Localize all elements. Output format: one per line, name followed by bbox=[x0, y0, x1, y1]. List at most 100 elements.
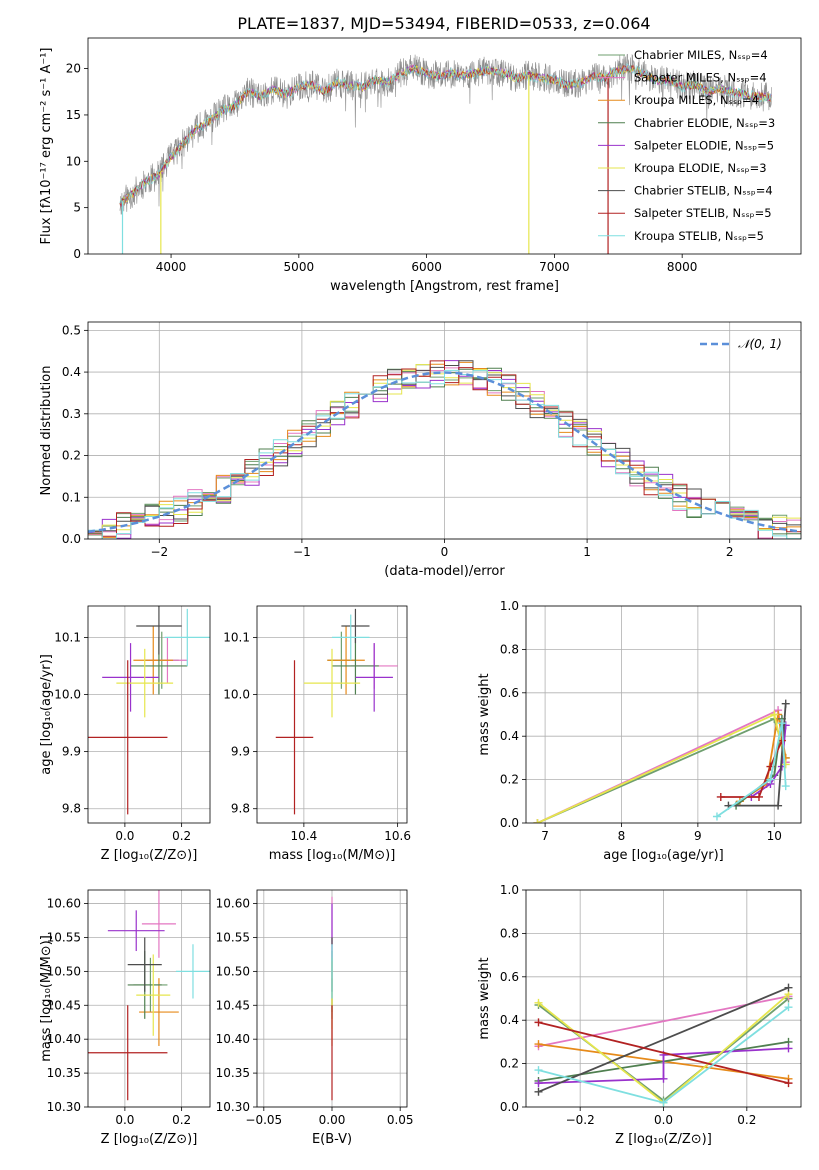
y-tick-label: 10.45 bbox=[47, 998, 81, 1012]
x-tick-label: −0.2 bbox=[566, 1113, 595, 1127]
figure-title: PLATE=1837, MJD=53494, FIBERID=0533, z=0… bbox=[237, 14, 650, 33]
weight-marker bbox=[716, 792, 725, 801]
x-tick-label: 10.6 bbox=[384, 829, 411, 843]
y-tick-label: 15 bbox=[66, 108, 81, 122]
weight-marker bbox=[784, 1079, 793, 1088]
weight-marker bbox=[534, 998, 543, 1007]
y-tick-label: 5 bbox=[73, 201, 81, 215]
weight-line bbox=[538, 1047, 789, 1084]
axes-weight-vs-Z: −0.2 0.0 0.2 0.0 0.2 0.4 0.6 0.8 1.0 Z [log₁₀(Z/Z… bbox=[477, 883, 802, 1147]
x-tick-label: 9 bbox=[694, 829, 702, 843]
y-tick-label: 0.2 bbox=[500, 1057, 519, 1071]
axes-frame bbox=[256, 605, 408, 824]
axes-frame bbox=[525, 889, 802, 1108]
data-point bbox=[332, 637, 379, 695]
y-tick-label: 9.8 bbox=[231, 802, 250, 816]
weight-marker bbox=[534, 1079, 543, 1088]
x-tick-label: 0.05 bbox=[387, 1113, 414, 1127]
legend-entry: 𝒩(0, 1) bbox=[738, 337, 782, 351]
weight-marker bbox=[712, 812, 721, 821]
data-point bbox=[88, 660, 168, 815]
axes-frame bbox=[87, 37, 802, 255]
legend-entry: Chabrier MILES, Nₛₛₚ=4 bbox=[634, 48, 768, 62]
x-tick-label: −0.05 bbox=[245, 1113, 282, 1127]
y-tick-label: 10.35 bbox=[216, 1066, 250, 1080]
y-axis-label: Normed distribution bbox=[39, 366, 54, 496]
weight-marker bbox=[781, 782, 790, 791]
weight-line bbox=[537, 717, 787, 823]
data-point bbox=[116, 648, 174, 718]
y-tick-label: 0.1 bbox=[62, 490, 81, 504]
y-tick-label: 0.2 bbox=[62, 449, 81, 463]
y-axis-label: age [log₁₀(age/yr)] bbox=[39, 654, 54, 775]
y-tick-label: 10.0 bbox=[54, 688, 81, 702]
y-tick-label: 10.55 bbox=[216, 930, 250, 944]
weight-marker bbox=[784, 1003, 793, 1012]
x-tick-label: 4000 bbox=[156, 260, 187, 274]
y-tick-label: 10.60 bbox=[47, 897, 81, 911]
spectrum-model-line bbox=[119, 63, 772, 205]
y-tick-label: 9.9 bbox=[62, 745, 81, 759]
weight-marker bbox=[777, 719, 786, 728]
x-axis-label: Z [log₁₀(Z/Z⊙)] bbox=[615, 1132, 712, 1147]
data-point bbox=[275, 660, 314, 815]
y-tick-label: 10.50 bbox=[47, 964, 81, 978]
legend-entry: Chabrier STELIB, Nₛₛₚ=4 bbox=[634, 184, 773, 198]
x-tick-label: 1 bbox=[583, 545, 591, 559]
axes-mass-vs-ebv: −0.05 0.00 0.05 10.30 10.35 10.40 10.45 10.50 10… bbox=[216, 889, 414, 1147]
axes-frame bbox=[87, 321, 802, 540]
y-tick-label: 10 bbox=[66, 154, 81, 168]
plot-area bbox=[88, 360, 801, 539]
y-axis-label: mass weight bbox=[477, 673, 492, 755]
weight-marker bbox=[770, 710, 779, 719]
weight-marker bbox=[659, 1098, 668, 1107]
x-tick-label: 7000 bbox=[539, 260, 570, 274]
weight-marker bbox=[766, 775, 775, 784]
data-point bbox=[332, 614, 370, 661]
weight-marker bbox=[533, 819, 542, 823]
plot-area bbox=[88, 890, 210, 1101]
y-tick-label: 0.8 bbox=[500, 642, 519, 656]
weight-marker bbox=[659, 1074, 668, 1083]
data-point bbox=[141, 890, 176, 958]
y-tick-label: 10.60 bbox=[216, 897, 250, 911]
x-tick-label: 0.2 bbox=[737, 1113, 756, 1127]
y-tick-label: 0.0 bbox=[500, 816, 519, 830]
data-point bbox=[175, 944, 210, 999]
gaussian-curve bbox=[88, 371, 801, 533]
legend-entry: Chabrier ELODIE, Nₛₛₚ=3 bbox=[634, 116, 775, 130]
axes-frame bbox=[87, 605, 211, 824]
y-tick-label: 20 bbox=[66, 62, 81, 76]
x-axis-label: age [log₁₀(age/yr)] bbox=[603, 848, 724, 863]
weight-marker bbox=[534, 1040, 543, 1049]
x-tick-label: 0.0 bbox=[654, 1113, 673, 1127]
x-tick-label: 10.4 bbox=[291, 829, 318, 843]
y-tick-label: 10.0 bbox=[223, 688, 250, 702]
x-axis-label: wavelength [Angstrom, rest frame] bbox=[330, 279, 559, 294]
y-tick-label: 10.40 bbox=[47, 1032, 81, 1046]
plot-area bbox=[534, 983, 793, 1107]
y-tick-label: 10.35 bbox=[47, 1066, 81, 1080]
axes-frame bbox=[87, 889, 211, 1108]
x-axis-label: Z [log₁₀(Z/Z⊙)] bbox=[101, 848, 198, 863]
axes-mass-vs-Z: 0.0 0.2 10.30 10.35 10.40 10.45 10.50 10.55 10.6… bbox=[39, 889, 211, 1147]
x-tick-label: −2 bbox=[150, 545, 168, 559]
data-point bbox=[164, 608, 210, 666]
x-axis-label: (data-model)/error bbox=[384, 564, 505, 579]
y-tick-label: 10.55 bbox=[47, 930, 81, 944]
weight-line bbox=[716, 723, 787, 818]
legend-entry: Kroupa ELODIE, Nₛₛₚ=3 bbox=[634, 161, 767, 175]
y-tick-label: 10.40 bbox=[216, 1032, 250, 1046]
axes-frame bbox=[525, 605, 802, 824]
legend-entry: Kroupa STELIB, Nₛₛₚ=5 bbox=[634, 229, 764, 243]
axes-spectrum: 4000 5000 6000 7000 8000 0 5 10 15 20 wavelength [… bbox=[39, 37, 802, 294]
x-tick-label: 0 bbox=[441, 545, 449, 559]
legend-entry: Salpeter MILES, Nₛₛₚ=4 bbox=[634, 71, 767, 85]
x-axis-label: Z [log₁₀(Z/Z⊙)] bbox=[101, 1132, 198, 1147]
y-tick-label: 9.8 bbox=[62, 802, 81, 816]
histogram-steps bbox=[88, 369, 801, 539]
y-tick-label: 0.4 bbox=[500, 729, 519, 743]
plot-area bbox=[275, 608, 398, 815]
y-tick-label: 9.9 bbox=[231, 745, 250, 759]
